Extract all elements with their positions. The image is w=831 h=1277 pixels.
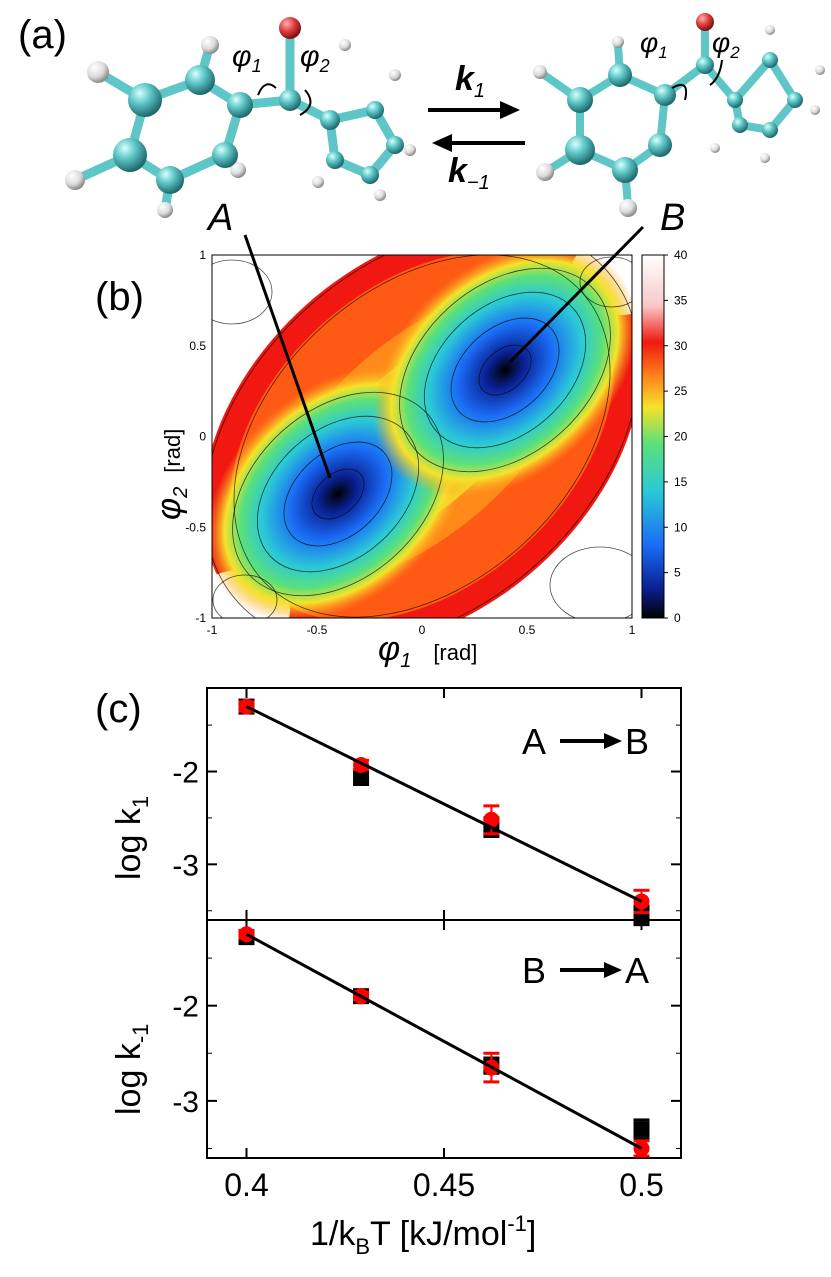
kminus1-label: k−1 xyxy=(448,152,490,194)
arrhenius-xticks: 0.4 0.45 0.5 xyxy=(224,1167,663,1203)
bottom-plot-frame xyxy=(206,919,682,1159)
heatmap-ytick-label: 1 xyxy=(199,248,206,262)
pointer-a-line xyxy=(243,234,332,479)
heatmap-ytick-label: -0.5 xyxy=(185,520,206,534)
annotation-a-to-b: A B xyxy=(522,721,649,762)
heatmap-xtick-label: 1 xyxy=(629,623,636,637)
molecule-b-atoms xyxy=(533,13,825,217)
panel-c-label: (c) xyxy=(95,687,142,731)
rotation-arrow-icon xyxy=(257,83,277,96)
bottom-plot: -2 -3 xyxy=(172,920,681,1158)
annotation-b-to-a-from: B xyxy=(522,950,546,991)
free-energy-heatmap xyxy=(212,255,632,618)
colorbar-ticks: 40 35 30 25 20 15 10 5 0 xyxy=(664,248,688,625)
top-fit-line xyxy=(245,705,643,903)
pointer-b-line xyxy=(508,225,645,364)
top-ytick-label: -2 xyxy=(172,757,199,790)
heatmap-ytick-label: -1 xyxy=(195,611,206,625)
phi1-label-right: φ1 xyxy=(640,27,668,62)
bottom-ylabel: log k-1 xyxy=(110,1024,153,1115)
rotation-arrow-icon xyxy=(671,84,688,101)
bottom-ytick-label: -2 xyxy=(172,991,199,1024)
phi2-label-right: φ2 xyxy=(712,27,740,62)
phi2-label-left: φ2 xyxy=(300,40,330,76)
contour-lines xyxy=(212,255,632,618)
top-ylabel: log k1 xyxy=(110,796,153,880)
rotation-arrow-icon xyxy=(299,89,312,116)
top-square-marker xyxy=(353,770,370,787)
heatmap-xtick-label: -1 xyxy=(207,623,218,637)
annotation-b-to-a-to: A xyxy=(625,950,649,991)
top-plot: -2 -3 xyxy=(172,688,681,927)
colorbar-tick-label: 30 xyxy=(674,339,688,353)
arrhenius-xlabel: 1/kBT [kJ/mol-1] xyxy=(310,1211,536,1259)
heatmap-ytick-label: 0 xyxy=(199,430,206,444)
colorbar-tick-label: 15 xyxy=(674,475,688,489)
heatmap-xticks: -1 -0.5 0 0.5 1 xyxy=(207,623,636,637)
molecule-a-atoms xyxy=(65,17,416,218)
colorbar-tick-label: 0 xyxy=(674,611,681,625)
arrhenius-xtick-label: 0.5 xyxy=(619,1167,663,1203)
phi1-label-left: φ1 xyxy=(232,40,262,76)
annotation-arrowhead-icon xyxy=(604,962,622,978)
panel-a: φ1 φ2 k1 k−1 xyxy=(65,13,825,239)
heatmap-yticks: 1 0.5 0 -0.5 -1 xyxy=(185,248,206,625)
bottom-ytick-label: -3 xyxy=(172,1086,199,1119)
annotation-arrowhead-icon xyxy=(604,733,622,749)
state-a-label: A xyxy=(206,197,233,239)
annotation-b-to-a: B A xyxy=(522,950,649,991)
panel-a-label: (a) xyxy=(18,13,67,57)
heatmap-xtick-label: 0 xyxy=(419,623,426,637)
bottom-square-marker xyxy=(633,1121,650,1138)
panel-c: -2 -3 -2 -3 0.4 0.45 0.5 A B B A log k1 log … xyxy=(110,687,682,1259)
heatmap-ytick-label: 0.5 xyxy=(189,339,206,353)
colorbar-tick-label: 5 xyxy=(674,566,681,580)
panel-b-label: (b) xyxy=(95,275,144,319)
forward-arrowhead-icon xyxy=(500,101,520,119)
colorbar-tick-label: 20 xyxy=(674,430,688,444)
top-ytick-label: -3 xyxy=(172,849,199,882)
heatmap-xtick-label: 0.5 xyxy=(519,623,536,637)
annotation-a-to-b-to: B xyxy=(625,721,649,762)
state-b-label: B xyxy=(660,197,685,239)
annotation-a-to-b-from: A xyxy=(522,721,546,762)
heatmap-xlabel: φ1 [rad] xyxy=(378,630,477,672)
heatmap-xtick-label: -0.5 xyxy=(307,623,328,637)
colorbar xyxy=(641,254,665,619)
colorbar-tick-label: 35 xyxy=(674,293,688,307)
heatmap-frame xyxy=(211,254,633,619)
arrhenius-xtick-label: 0.45 xyxy=(413,1167,475,1203)
colorbar-tick-label: 25 xyxy=(674,384,688,398)
k1-label: k1 xyxy=(455,60,485,102)
colorbar-tick-label: 40 xyxy=(674,248,688,262)
panel-b: -1 -0.5 0 0.5 1 1 0.5 0 -0.5 -1 40 35 30 25 20 15 10 5 0… xyxy=(150,225,688,672)
rotation-arrow-icon xyxy=(709,59,723,86)
reverse-arrowhead-icon xyxy=(432,134,452,152)
colorbar-tick-label: 10 xyxy=(674,520,688,534)
arrhenius-xtick-label: 0.4 xyxy=(224,1167,268,1203)
bottom-fit-line xyxy=(245,932,643,1150)
heatmap-ylabel: φ2[rad] xyxy=(150,429,192,520)
